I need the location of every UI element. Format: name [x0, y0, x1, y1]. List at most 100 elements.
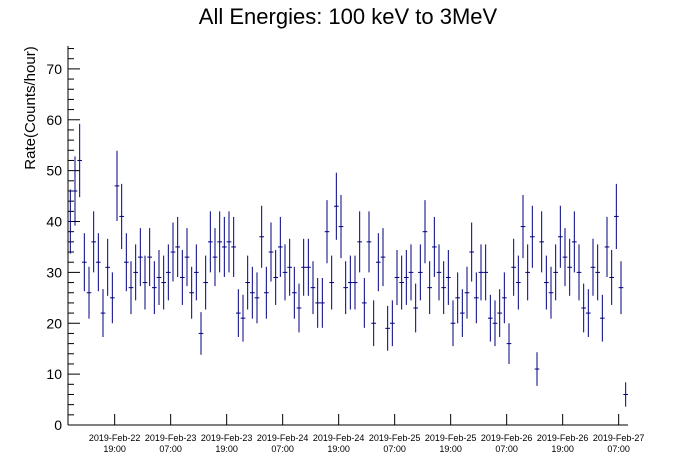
data-point [576, 244, 582, 301]
x-tick-label: 2019-Feb-26 07:00 [481, 433, 533, 454]
data-point [474, 272, 479, 324]
data-point [203, 255, 208, 310]
data-point [273, 249, 278, 305]
data-point [436, 244, 442, 301]
data-point [492, 300, 498, 347]
data-point [404, 249, 409, 305]
data-point [343, 261, 348, 315]
data-point [124, 233, 129, 292]
data-point [292, 266, 297, 319]
data-point [371, 300, 376, 347]
data-point [600, 294, 605, 342]
data-point [189, 266, 194, 319]
data-point [376, 233, 381, 292]
data-point [604, 216, 610, 277]
data-point [614, 183, 619, 249]
data-point [315, 277, 320, 328]
data-point [548, 266, 554, 319]
data-point [68, 189, 73, 254]
data-point [418, 244, 423, 301]
data-point [287, 238, 292, 296]
x-tick-label: 2019-Feb-25 07:00 [369, 433, 421, 454]
data-point [96, 233, 101, 292]
data-point [138, 228, 143, 287]
y-tick-label: 60 [46, 112, 62, 128]
data-point [306, 238, 311, 296]
data-point [324, 200, 330, 264]
data-point [142, 255, 148, 310]
data-point [240, 294, 246, 342]
x-tick-label: 2019-Feb-24 19:00 [313, 433, 365, 454]
data-point [180, 249, 185, 305]
data-point [348, 255, 353, 310]
data-point [119, 183, 124, 249]
data-point [478, 244, 484, 301]
data-point [334, 172, 339, 240]
data-point [105, 238, 110, 296]
data-point [511, 238, 516, 296]
data-point [544, 255, 549, 310]
data-point [385, 305, 390, 351]
data-point [296, 283, 302, 333]
data-point [170, 222, 176, 282]
y-tick-label: 0 [54, 417, 62, 433]
data-point [586, 289, 591, 337]
data-point [268, 222, 274, 282]
y-tick-label: 30 [46, 264, 62, 280]
data-point [520, 195, 526, 259]
data-point [553, 244, 558, 301]
data-point [483, 244, 488, 301]
data-point [175, 216, 180, 277]
data-point [413, 283, 418, 333]
data-point [394, 249, 400, 305]
data-point [516, 255, 521, 310]
x-tick-label: 2019-Feb-25 19:00 [425, 433, 477, 454]
y-axis-label: Rate(Counts/hour) [22, 46, 39, 169]
y-tick-label: 70 [46, 61, 62, 77]
data-point [245, 255, 250, 310]
data-point [362, 277, 367, 328]
data-point [208, 211, 213, 273]
data-point [72, 156, 78, 226]
data-point [161, 255, 166, 310]
data-point [525, 244, 530, 301]
data-point [320, 277, 325, 328]
data-point [250, 266, 255, 319]
data-point [408, 244, 414, 301]
y-tick-label: 40 [46, 214, 62, 230]
data-point [357, 211, 362, 273]
data-point [380, 228, 386, 287]
data-point [91, 211, 96, 273]
data-point [226, 211, 232, 273]
data-point [278, 216, 283, 277]
data-point [152, 261, 157, 315]
x-tick-label: 2019-Feb-24 07:00 [257, 433, 309, 454]
data-point [231, 216, 236, 277]
data-point [366, 211, 372, 273]
data-point [455, 272, 460, 324]
data-point [399, 255, 404, 310]
data-point [432, 216, 437, 277]
x-tick-label: 2019-Feb-26 19:00 [537, 433, 589, 454]
data-point [133, 244, 138, 301]
data-point [422, 200, 428, 264]
x-tick-label: 2019-Feb-22 19:00 [89, 433, 141, 454]
data-point [86, 266, 92, 319]
data-point [198, 312, 204, 355]
data-point [390, 300, 395, 347]
data-point [301, 238, 306, 296]
y-tick-label: 10 [46, 366, 62, 382]
data-point [502, 272, 507, 324]
data-point [114, 150, 120, 222]
data-point [572, 211, 577, 273]
data-point [147, 228, 152, 287]
data-point [259, 205, 264, 268]
data-point [581, 283, 586, 333]
chart-title: All Energies: 100 keV to 3MeV [199, 4, 498, 29]
data-point [488, 294, 493, 342]
y-tick-label: 50 [46, 163, 62, 179]
data-point [446, 249, 451, 305]
data-point [590, 238, 596, 296]
data-point [110, 272, 115, 324]
data-point [441, 261, 446, 315]
